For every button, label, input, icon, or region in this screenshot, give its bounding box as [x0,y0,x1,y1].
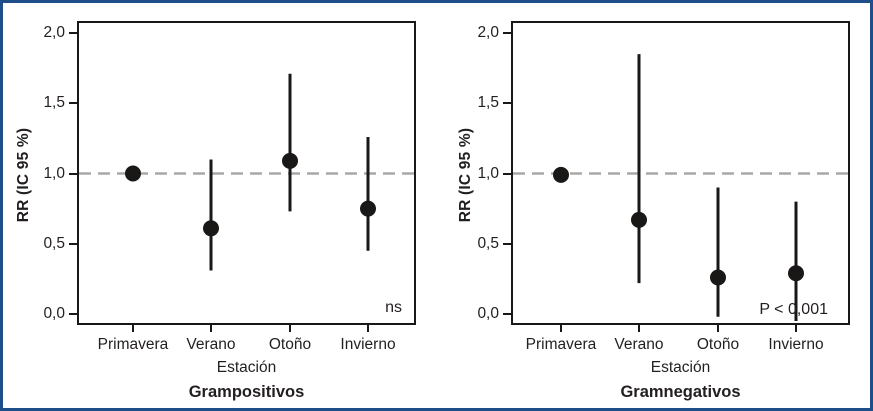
y-tick-label: 0,5 [477,234,499,252]
y-tick-label: 1,0 [43,164,65,182]
x-category-label: Primavera [97,336,169,353]
y-tick-label: 0,0 [43,305,65,322]
data-point [631,211,647,228]
x-category-label: Invierno [340,336,396,353]
x-tick-mark [132,325,134,332]
x-tick-mark [717,325,719,332]
x-axis-label: Estación [650,359,711,376]
y-tick-label: 0,5 [43,234,65,252]
y-tick-label: 1,5 [43,94,65,112]
chart-title: Gramnegativos [620,383,741,401]
data-point [710,269,726,286]
x-category-label: Otoño [696,336,740,353]
y-tick-label: 0,0 [477,305,499,322]
data-point [788,265,804,282]
x-tick-mark [638,325,640,332]
x-tick-mark [289,325,291,332]
chart-grampositivos: RR (IC 95 %) ns Estación Grampositivos 2… [3,3,439,408]
y-tick-mark [503,32,511,34]
plot-area: P < 0,001 [511,21,850,325]
y-tick-label: 2,0 [43,24,65,41]
x-category-label: Verano [186,336,236,353]
x-tick-mark [367,325,369,332]
x-tick-mark [210,325,212,332]
data-point [125,165,141,182]
plot-area: ns [77,21,416,325]
y-tick-mark [503,242,511,245]
y-tick-mark [503,313,511,315]
y-tick-mark [69,102,77,105]
data-point [553,166,569,183]
y-tick-label: 1,0 [477,164,499,182]
y-tick-label: 2,0 [477,24,499,41]
data-point [282,152,298,169]
x-category-label: Primavera [525,336,597,353]
chart-title: Grampositivos [188,383,305,401]
x-axis-label: Estación [216,359,277,376]
data-marks [511,21,850,325]
x-category-label: Invierno [768,336,824,353]
significance-annotation: ns [385,299,402,316]
data-marks [77,21,416,325]
y-tick-mark [69,32,77,34]
x-category-label: Otoño [268,336,312,353]
y-tick-mark [503,102,511,105]
y-tick-mark [69,242,77,245]
x-category-label: Verano [614,336,664,353]
chart-gramnegativos: RR (IC 95 %) P < 0,001 Estación Gramnega… [440,3,870,408]
data-point [203,220,219,237]
significance-annotation: P < 0,001 [759,301,828,318]
x-tick-mark [795,325,797,332]
y-tick-label: 1,5 [477,94,499,112]
data-point [360,200,376,217]
y-tick-mark [69,172,77,175]
y-tick-mark [503,172,511,175]
plot-frame [511,21,850,325]
x-tick-mark [560,325,562,332]
y-tick-mark [69,313,77,315]
plot-frame [77,21,416,325]
